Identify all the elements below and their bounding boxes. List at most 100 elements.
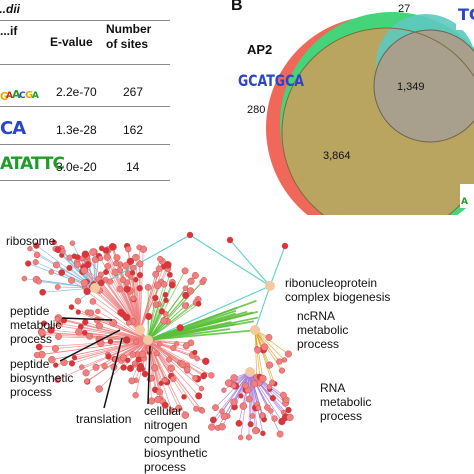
rna-cluster-node xyxy=(238,393,244,399)
label-peptide-metabolic-line3: process xyxy=(10,332,53,346)
sites-cell-3: 14 xyxy=(126,160,140,174)
label-peptide-metabolic-line2: metabolic xyxy=(10,318,62,332)
venn-count-inner: 1,349 xyxy=(397,81,425,93)
ribosome-cluster-node xyxy=(60,248,66,255)
left-cluster-edge xyxy=(50,329,149,341)
rna-cluster-edge xyxy=(249,371,256,431)
left-cluster-node xyxy=(75,309,81,315)
peptide-top-cluster-node xyxy=(108,243,117,251)
left-cluster-node xyxy=(79,364,85,370)
peptide-top-cluster-node xyxy=(74,254,81,260)
rna-cluster-node xyxy=(249,413,256,419)
connector-edge xyxy=(147,285,271,341)
evalue-header: E-value xyxy=(50,35,93,49)
ncrna-cluster-edge xyxy=(254,329,258,378)
peptide-top-cluster-node xyxy=(68,276,76,284)
venn-count-left: 280 xyxy=(247,104,265,116)
rna-cluster-node xyxy=(209,416,217,424)
table-bottom-rule xyxy=(0,180,170,181)
ribosome-cluster-node xyxy=(33,242,40,249)
svg-text:G: G xyxy=(0,90,8,100)
ncrna-cluster-node xyxy=(265,333,273,341)
rna-cluster-node xyxy=(269,395,276,402)
peptide-top-cluster-node xyxy=(133,277,139,283)
ribosome-cluster-node xyxy=(27,246,33,252)
left-cluster-node xyxy=(109,318,118,327)
green-cluster-edge xyxy=(147,303,199,341)
green-bundle-edge xyxy=(147,316,259,341)
hub-node-rna xyxy=(245,367,255,377)
label-ncrna: ncRNA metabolic process xyxy=(297,309,348,351)
left-cluster-node xyxy=(47,326,55,334)
label-rna-line1: RNA xyxy=(320,381,346,395)
peptide-top-cluster-node xyxy=(119,276,127,284)
bottom-cluster-node xyxy=(175,404,183,412)
peptide-top-cluster-edge xyxy=(139,268,160,331)
venn-count-top: 27 xyxy=(398,3,410,15)
peptide-top-cluster-edge xyxy=(139,266,164,331)
label-cellular-nitrogen-line4: biosynthetic xyxy=(144,446,208,460)
green-cluster-node xyxy=(162,291,169,298)
label-peptide-biosynthetic: peptide biosynthetic process xyxy=(10,357,73,399)
green-cluster-edge xyxy=(147,302,197,341)
green-cluster-node xyxy=(158,308,165,315)
sites-cell-1: 267 xyxy=(123,85,144,99)
rna-cluster-node xyxy=(280,391,287,399)
connector-edge xyxy=(189,234,271,287)
evalue-cell-1: 2.2e-70 xyxy=(56,85,97,99)
left-cluster-node xyxy=(75,328,83,336)
peptide-top-cluster-node xyxy=(116,285,124,293)
peptide-top-cluster-node xyxy=(107,278,114,285)
left-cluster-node xyxy=(33,351,41,359)
peptide-top-cluster-node xyxy=(130,264,137,271)
ribosome-cluster-node xyxy=(33,251,41,259)
peptide-top-cluster-node xyxy=(104,263,111,270)
peptide-top-cluster-node xyxy=(80,279,89,287)
left-cluster-node xyxy=(95,385,103,393)
label-ribonucleoprotein-line1: ribonucleoprotein xyxy=(285,276,378,290)
left-cluster-node xyxy=(92,363,100,371)
peptide-top-cluster-node xyxy=(102,247,110,254)
left-cluster-node xyxy=(122,336,131,344)
ribosome-cluster-node xyxy=(54,284,61,290)
ribosome-cluster-node xyxy=(83,287,91,296)
ribosome-cluster-node xyxy=(25,260,32,267)
motif-header-line2: ...if xyxy=(0,24,18,38)
left-cluster-node xyxy=(53,362,59,368)
ribosome-cluster-node xyxy=(32,259,39,266)
ribosome-cluster-node xyxy=(51,239,57,245)
label-cellular-nitrogen: cellular nitrogen compound biosynthetic … xyxy=(144,404,207,474)
bottom-cluster-node xyxy=(151,364,159,372)
left-cluster-node xyxy=(125,320,132,326)
rna-cluster-node xyxy=(264,404,271,411)
left-cluster-node xyxy=(107,338,114,345)
rna-cluster-node xyxy=(271,415,278,422)
rna-cluster-node xyxy=(260,430,266,437)
label-pointers xyxy=(59,317,151,409)
sites-cell-2: 162 xyxy=(123,123,144,137)
green-cluster-node xyxy=(163,297,169,304)
venn-count-main: 3,864 xyxy=(323,150,351,162)
green-cluster-edge xyxy=(147,281,192,341)
label-cellular-nitrogen-line2: nitrogen xyxy=(144,418,188,432)
ribosome-cluster-edge xyxy=(57,286,96,289)
peptide-top-cluster-node xyxy=(164,261,172,269)
bottom-cluster-node xyxy=(161,377,167,383)
left-cluster-node xyxy=(84,378,90,384)
left-cluster-node xyxy=(82,319,89,326)
peptide-top-cluster-edge xyxy=(130,277,141,331)
bottom-cluster-node xyxy=(208,372,215,379)
pointer-cellular-nitrogen xyxy=(147,345,151,405)
ncrna-cluster-node xyxy=(281,357,288,363)
venn-logo-right: TC xyxy=(458,5,474,24)
left-cluster-node xyxy=(82,330,88,336)
ncrna-cluster-node xyxy=(284,350,292,358)
left-cluster-node xyxy=(35,343,43,351)
hub-node-peptide xyxy=(135,325,145,335)
bottom-cluster-edge xyxy=(147,339,205,376)
green-cluster-node xyxy=(182,285,189,291)
peptide-top-cluster-node xyxy=(81,250,90,258)
ap2-logo: GCATGCA xyxy=(238,71,304,90)
bottom-cluster-node xyxy=(192,349,198,356)
label-ribonucleoprotein-line2: complex biogenesis xyxy=(285,290,391,304)
